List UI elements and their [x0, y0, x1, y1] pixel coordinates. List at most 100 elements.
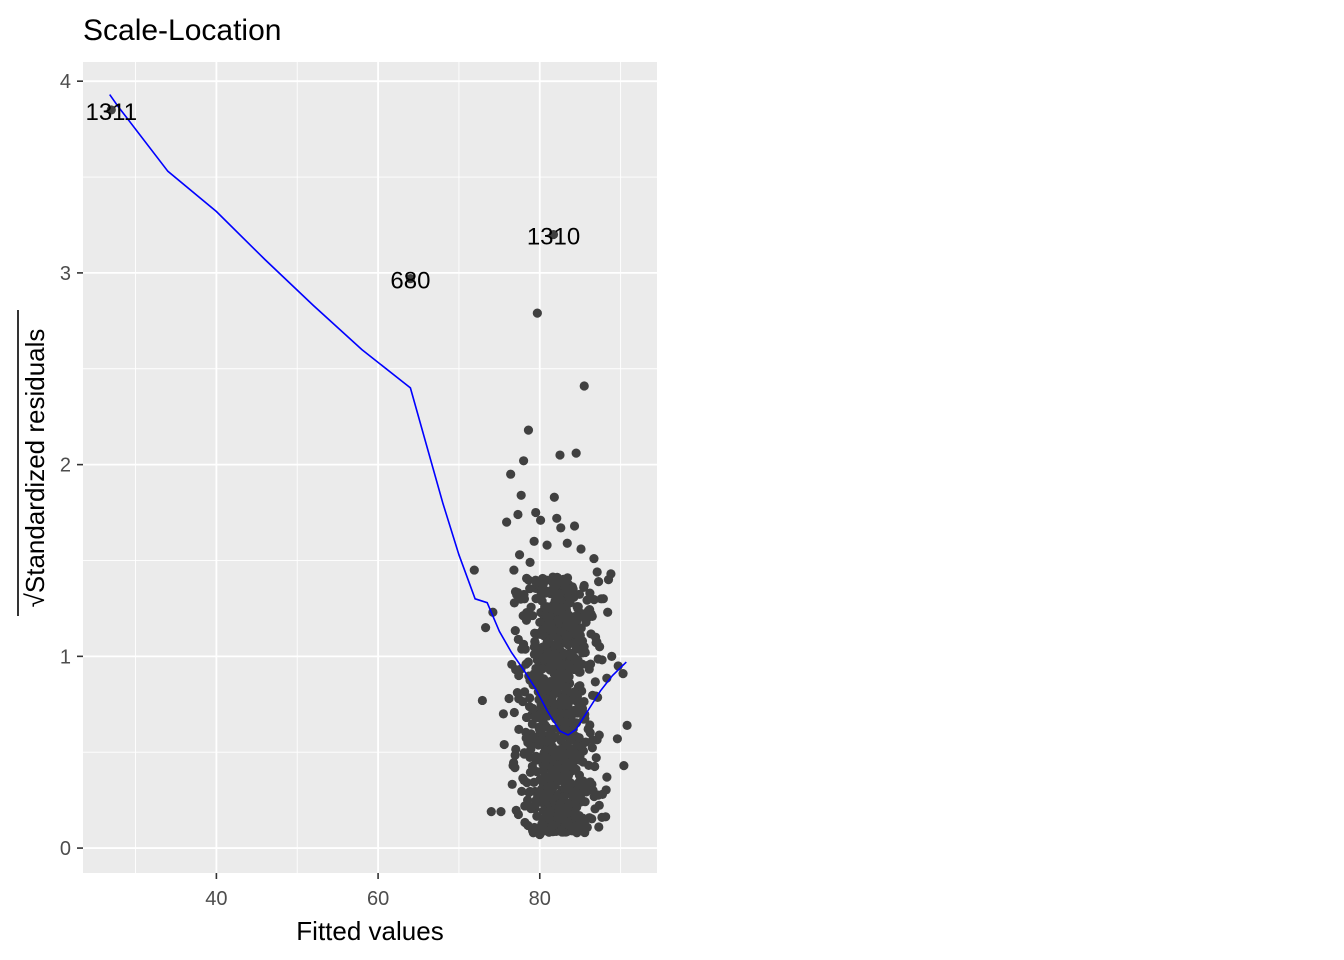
data-point — [568, 638, 579, 648]
data-point — [570, 653, 580, 663]
data-point — [532, 766, 542, 777]
data-point — [575, 755, 585, 765]
data-point — [556, 700, 566, 710]
data-point — [538, 806, 548, 816]
data-point — [565, 761, 575, 771]
data-point — [529, 669, 539, 679]
data-point — [556, 523, 566, 533]
data-point — [514, 694, 524, 704]
data-point — [612, 734, 622, 744]
data-point — [516, 490, 526, 500]
y-axis-title-text: Standardized residuals — [20, 329, 50, 594]
data-point — [569, 521, 580, 531]
data-point — [513, 809, 524, 820]
data-point — [582, 595, 592, 605]
data-point — [562, 618, 573, 628]
data-point — [534, 788, 545, 798]
data-point — [549, 492, 559, 502]
data-point — [577, 741, 587, 751]
data-point — [583, 724, 593, 734]
data-point — [559, 579, 570, 589]
data-point — [520, 817, 530, 828]
data-point — [595, 642, 605, 652]
data-point — [542, 793, 552, 803]
minor-gridlines — [83, 62, 657, 873]
data-point — [513, 509, 523, 520]
data-point — [502, 517, 512, 527]
data-point — [542, 639, 552, 649]
data-point — [507, 779, 517, 789]
data-point — [537, 736, 547, 746]
data-point — [619, 761, 629, 771]
data-point — [557, 659, 567, 669]
data-point — [535, 830, 545, 840]
data-point — [529, 649, 539, 659]
data-point — [572, 692, 582, 702]
svg-text:√Standardized residuals: √Standardized residuals — [20, 329, 50, 608]
data-point — [569, 664, 580, 675]
data-point — [477, 695, 487, 706]
data-point — [536, 588, 546, 598]
data-point — [469, 565, 479, 575]
y-tick-label: 3 — [60, 263, 71, 285]
data-point — [519, 749, 529, 759]
x-tick-label: 60 — [367, 888, 389, 910]
data-point — [538, 814, 548, 824]
data-point — [510, 625, 520, 636]
data-point — [539, 748, 549, 758]
data-point — [602, 772, 612, 782]
data-point — [549, 689, 559, 699]
data-point — [550, 600, 560, 610]
data-point — [525, 693, 535, 703]
data-point — [521, 615, 532, 625]
data-point — [531, 507, 541, 518]
data-point — [548, 654, 558, 664]
data-point — [553, 634, 563, 645]
chart-title: Scale-Location — [83, 14, 281, 47]
y-axis-title-radical: √ — [20, 592, 50, 607]
data-point — [574, 733, 584, 743]
data-point — [525, 786, 535, 797]
data-point — [541, 651, 552, 661]
data-point — [584, 664, 594, 674]
data-point — [496, 807, 506, 817]
data-point — [570, 748, 580, 758]
data-point — [526, 602, 536, 612]
data-point — [571, 448, 581, 458]
data-point — [591, 753, 601, 763]
data-point — [522, 573, 532, 583]
data-point — [562, 685, 572, 695]
data-point — [542, 772, 552, 783]
data-point — [546, 618, 556, 628]
y-tick-label: 2 — [60, 455, 71, 477]
data-point — [594, 577, 604, 587]
data-point — [517, 786, 527, 796]
data-point — [560, 671, 570, 681]
data-point — [587, 814, 597, 824]
data-point — [551, 581, 561, 591]
data-point — [592, 567, 602, 577]
data-point — [565, 593, 575, 604]
data-point — [562, 610, 572, 620]
data-point — [579, 580, 589, 591]
data-point — [525, 557, 535, 568]
data-point — [603, 607, 613, 617]
data-point — [577, 644, 587, 655]
data-point — [519, 594, 530, 604]
x-tick-label: 40 — [205, 888, 227, 910]
data-point — [568, 724, 578, 734]
data-point — [564, 820, 574, 830]
data-point — [517, 644, 527, 654]
data-point — [519, 456, 529, 466]
smooth-line — [109, 94, 627, 736]
y-tick-label: 0 — [60, 838, 71, 860]
data-point — [593, 654, 603, 664]
data-point — [521, 712, 532, 723]
data-point — [560, 723, 570, 733]
data-point — [587, 743, 597, 753]
data-point — [546, 824, 556, 834]
data-point — [574, 682, 584, 692]
data-point — [529, 536, 539, 546]
data-point — [580, 816, 590, 826]
